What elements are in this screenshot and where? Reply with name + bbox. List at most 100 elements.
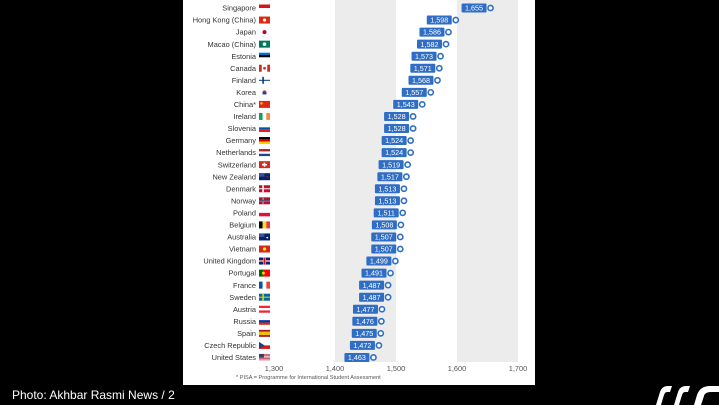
data-point-marker	[407, 137, 415, 144]
category-label: Denmark	[226, 184, 256, 193]
chart-panel: 1,300 1,400 1,500 1,600 1,700 Singapore 1,655 H…	[183, 0, 535, 385]
category-label: Japan	[236, 28, 256, 37]
value-label: 1,513	[378, 196, 396, 205]
czech-republic-flag-icon	[259, 341, 270, 349]
netherlands-flag-icon	[259, 149, 270, 157]
category-label: Belgium	[229, 221, 256, 230]
japan-flag-icon	[259, 28, 270, 36]
vietnam-flag-icon	[259, 245, 270, 253]
value-label: 1,598	[430, 16, 448, 25]
data-point-marker	[377, 317, 385, 325]
bar	[417, 39, 443, 49]
data-point-marker	[437, 52, 444, 60]
category-label: Netherlands	[216, 148, 256, 157]
germany-flag-icon	[259, 137, 270, 145]
value-label: 1,477	[356, 305, 374, 314]
bar	[393, 99, 419, 109]
macao-flag-icon	[259, 40, 270, 48]
value-label: 1,499	[370, 257, 388, 266]
data-point-marker	[400, 197, 408, 205]
category-label: Estonia	[231, 52, 257, 61]
category-label: Norway	[231, 196, 256, 205]
data-point-marker	[434, 76, 441, 84]
data-point-marker	[407, 149, 415, 156]
x-tick-label: 1,300	[265, 364, 284, 373]
bar	[374, 184, 400, 194]
category-label: Slovenia	[228, 124, 257, 133]
data-point-marker	[435, 64, 443, 72]
category-label: United Kingdom	[203, 257, 256, 266]
data-point-marker	[377, 329, 385, 337]
data-point-marker	[399, 209, 407, 217]
category-label: Russia	[233, 317, 256, 326]
value-label: 1,571	[414, 64, 432, 73]
data-point-marker	[445, 28, 452, 36]
category-label: Canada	[230, 64, 257, 73]
value-label: 1,463	[348, 353, 366, 362]
value-label: 1,586	[423, 28, 441, 37]
bar-chart: 1,300 1,400 1,500 1,600 1,700 Singapore 1,655 H…	[193, 0, 527, 373]
value-label: 1,528	[388, 112, 406, 121]
bar	[384, 124, 410, 133]
portugal-flag-icon	[259, 269, 270, 277]
finland-flag-icon	[259, 76, 270, 84]
value-label: 1,475	[355, 329, 373, 338]
data-point-marker	[409, 113, 417, 120]
grid-band	[457, 0, 518, 362]
data-point-marker	[442, 40, 450, 48]
value-label: 1,508	[375, 221, 393, 230]
category-label: France	[233, 281, 256, 290]
bar	[349, 340, 375, 350]
china-flag-icon	[259, 100, 270, 108]
bar	[352, 304, 378, 314]
data-point-marker	[384, 281, 392, 289]
bar	[359, 280, 385, 290]
bar	[371, 232, 397, 242]
singapore-flag-icon	[259, 4, 270, 12]
data-point-marker	[396, 245, 404, 253]
bar	[359, 292, 385, 302]
sweden-flag-icon	[259, 293, 270, 301]
new-zealand-flag-icon	[259, 173, 270, 181]
category-label: Singapore	[222, 4, 256, 13]
bar	[352, 316, 378, 326]
x-tick-label: 1,500	[387, 364, 406, 373]
bar	[411, 51, 437, 61]
value-label: 1,487	[363, 293, 381, 302]
value-label: 1,507	[375, 233, 393, 242]
value-label: 1,511	[377, 208, 394, 217]
category-label: Austria	[233, 305, 257, 314]
footnote: * PISA = Programme for International Stu…	[236, 375, 381, 381]
bar	[381, 136, 407, 146]
korea-flag-icon	[259, 88, 270, 96]
bar	[344, 352, 370, 362]
value-label: 1,582	[421, 40, 439, 49]
bar	[371, 220, 397, 230]
data-point-marker	[427, 88, 435, 96]
bar	[361, 268, 387, 278]
bar	[366, 256, 392, 266]
category-label: Korea	[236, 88, 257, 97]
category-label: Hong Kong (China)	[193, 16, 256, 25]
x-tick-label: 1,600	[448, 364, 467, 373]
data-point-marker	[370, 354, 377, 361]
value-label: 1,513	[378, 184, 396, 193]
value-label: 1,491	[365, 269, 383, 278]
category-label: Spain	[237, 329, 256, 338]
category-label: Sweden	[229, 293, 256, 302]
value-label: 1,543	[397, 100, 415, 109]
france-flag-icon	[259, 281, 270, 289]
data-point-marker	[452, 16, 460, 24]
data-point-marker	[378, 305, 386, 313]
bar	[426, 15, 452, 25]
data-point-marker	[387, 269, 394, 277]
data-point-marker	[397, 221, 405, 229]
value-label: 1,517	[381, 172, 399, 181]
russia-flag-icon	[259, 317, 270, 325]
bar	[410, 63, 436, 73]
austria-flag-icon	[259, 305, 270, 313]
value-label: 1,524	[385, 136, 403, 145]
bar	[378, 160, 404, 170]
bar	[377, 172, 403, 182]
bar	[408, 75, 434, 85]
